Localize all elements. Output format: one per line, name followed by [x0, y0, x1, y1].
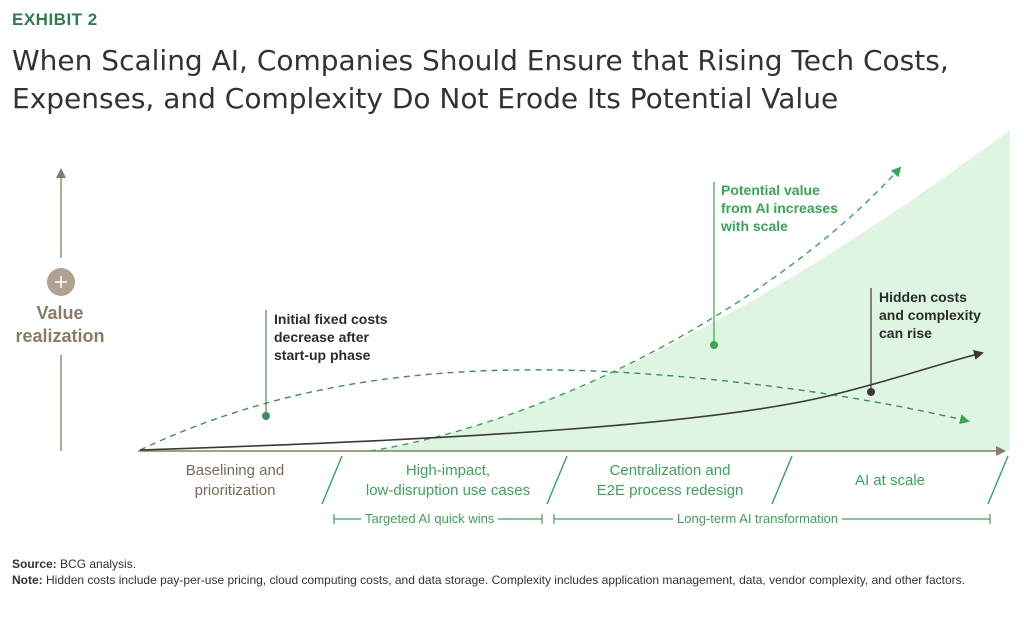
potential-value-line-1: Potential value — [721, 182, 820, 198]
potential-value-line-2: from AI increases — [721, 200, 838, 216]
phase-baselining-line-1: Baselining and — [185, 462, 285, 479]
phase-centralization-line-1: Centralization and — [609, 462, 731, 479]
fixed-costs-line-3: start-up phase — [274, 347, 371, 363]
fixed-costs-dot — [262, 412, 270, 420]
hidden-costs-line-1: Hidden costs — [879, 289, 967, 305]
page-title: When Scaling AI, Companies Should Ensure… — [12, 42, 1012, 118]
phase-centralization: Centralization and E2E process redesign — [575, 461, 765, 501]
hidden-costs-dot — [867, 388, 875, 396]
phase-high-impact-line-1: High-impact, — [405, 462, 491, 479]
potential-value-annotation: Potential value from AI increases with s… — [721, 181, 838, 235]
phase-ai-at-scale-line-1: AI at scale — [854, 472, 926, 489]
phase-ai-at-scale: AI at scale — [800, 471, 980, 491]
note-line: Note: Hidden costs include pay-per-use p… — [12, 572, 1012, 588]
fixed-costs-line-2: decrease after — [274, 329, 369, 345]
phase-baselining-line-2: prioritization — [194, 482, 276, 499]
note-text: Hidden costs include pay-per-use pricing… — [46, 573, 965, 587]
note-label: Note: — [12, 573, 43, 587]
hidden-costs-annotation: Hidden costs and complexity can rise — [879, 288, 981, 342]
quick-wins-label: Targeted AI quick wins — [361, 511, 499, 526]
potential-value-curve — [369, 166, 902, 452]
fixed-costs-curve — [139, 369, 970, 451]
fixed-costs-line-1: Initial fixed costs — [274, 311, 388, 327]
source-text: BCG analysis. — [60, 557, 137, 571]
plus-icon — [47, 268, 75, 296]
y-axis-label-line-1: Value — [36, 303, 84, 323]
phase-baselining: Baselining and prioritization — [150, 461, 320, 501]
hidden-costs-curve — [139, 350, 984, 451]
title-line-2: Expenses, and Complexity Do Not Erode It… — [12, 82, 839, 115]
y-axis-label: Value realization — [10, 302, 110, 348]
source-label: Source: — [12, 557, 57, 571]
hidden-costs-line-3: can rise — [879, 325, 932, 341]
phase-divider-2 — [546, 455, 568, 505]
y-axis-label-line-2: realization — [15, 326, 105, 346]
hidden-costs-line-2: and complexity — [879, 307, 981, 323]
potential-value-dot — [710, 341, 718, 349]
phase-divider-4 — [987, 455, 1009, 505]
transformation-label: Long-term AI transformation — [673, 511, 843, 526]
potential-value-line-3: with scale — [721, 218, 788, 234]
phase-high-impact: High-impact, low-disruption use cases — [343, 461, 553, 501]
exhibit-label: EXHIBIT 2 — [12, 10, 98, 29]
title-line-1: When Scaling AI, Companies Should Ensure… — [12, 44, 949, 77]
phase-high-impact-line-2: low-disruption use cases — [365, 482, 531, 499]
fixed-costs-annotation: Initial fixed costs decrease after start… — [274, 310, 388, 364]
phase-centralization-line-2: E2E process redesign — [596, 482, 744, 499]
footer: Source: BCG analysis. Note: Hidden costs… — [12, 556, 1012, 588]
phase-divider-1 — [321, 455, 343, 505]
source-line: Source: BCG analysis. — [12, 556, 1012, 572]
phase-divider-3 — [771, 455, 793, 505]
potential-value-area — [370, 130, 1010, 451]
